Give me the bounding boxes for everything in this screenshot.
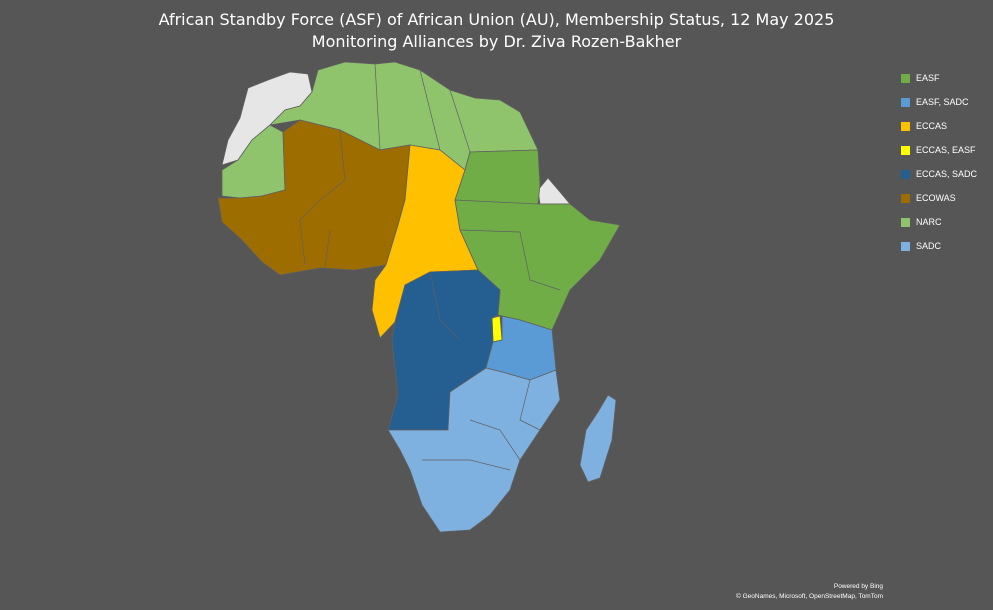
attribution-text[interactable]: © GeoNames, Microsoft, OpenStreetMap, To… <box>736 593 883 600</box>
legend-item[interactable]: ECOWAS <box>901 186 977 210</box>
legend-swatch <box>901 73 910 83</box>
legend-label: NARC <box>916 217 942 227</box>
legend-swatch <box>901 193 910 203</box>
legend-item[interactable]: EASF, SADC <box>901 90 977 114</box>
map-title: African Standby Force (ASF) of African U… <box>0 9 993 53</box>
region-somaliland[interactable] <box>537 177 571 205</box>
legend-swatch <box>901 97 910 107</box>
legend-label: ECCAS <box>916 121 948 131</box>
region-sadc[interactable] <box>387 367 561 533</box>
legend: EASF EASF, SADC ECCAS ECCAS, EASF ECCAS,… <box>901 66 977 258</box>
legend-label: EASF, SADC <box>916 97 969 107</box>
legend-swatch <box>901 241 910 251</box>
region-eccas-easf[interactable] <box>491 315 503 343</box>
legend-label: ECOWAS <box>916 193 956 203</box>
legend-label: ECCAS, SADC <box>916 169 978 179</box>
legend-swatch <box>901 217 910 227</box>
title-line-1: African Standby Force (ASF) of African U… <box>158 10 835 29</box>
legend-item[interactable]: EASF <box>901 66 977 90</box>
legend-item[interactable]: SADC <box>901 234 977 258</box>
legend-label: SADC <box>916 241 942 251</box>
region-madagascar[interactable] <box>579 394 617 483</box>
map-credits: Powered by Bing © GeoNames, Microsoft, O… <box>736 582 883 602</box>
title-line-2: Monitoring Alliances by Dr. Ziva Rozen-B… <box>311 32 682 51</box>
powered-by-text[interactable]: Powered by Bing <box>833 583 883 590</box>
legend-swatch <box>901 169 910 179</box>
legend-item[interactable]: NARC <box>901 210 977 234</box>
legend-item[interactable]: ECCAS, EASF <box>901 138 977 162</box>
legend-label: EASF <box>916 73 940 83</box>
legend-swatch <box>901 121 910 131</box>
legend-item[interactable]: ECCAS, SADC <box>901 162 977 186</box>
legend-swatch <box>901 145 910 155</box>
country-borders <box>299 63 561 471</box>
legend-item[interactable]: ECCAS <box>901 114 977 138</box>
legend-label: ECCAS, EASF <box>916 145 976 155</box>
